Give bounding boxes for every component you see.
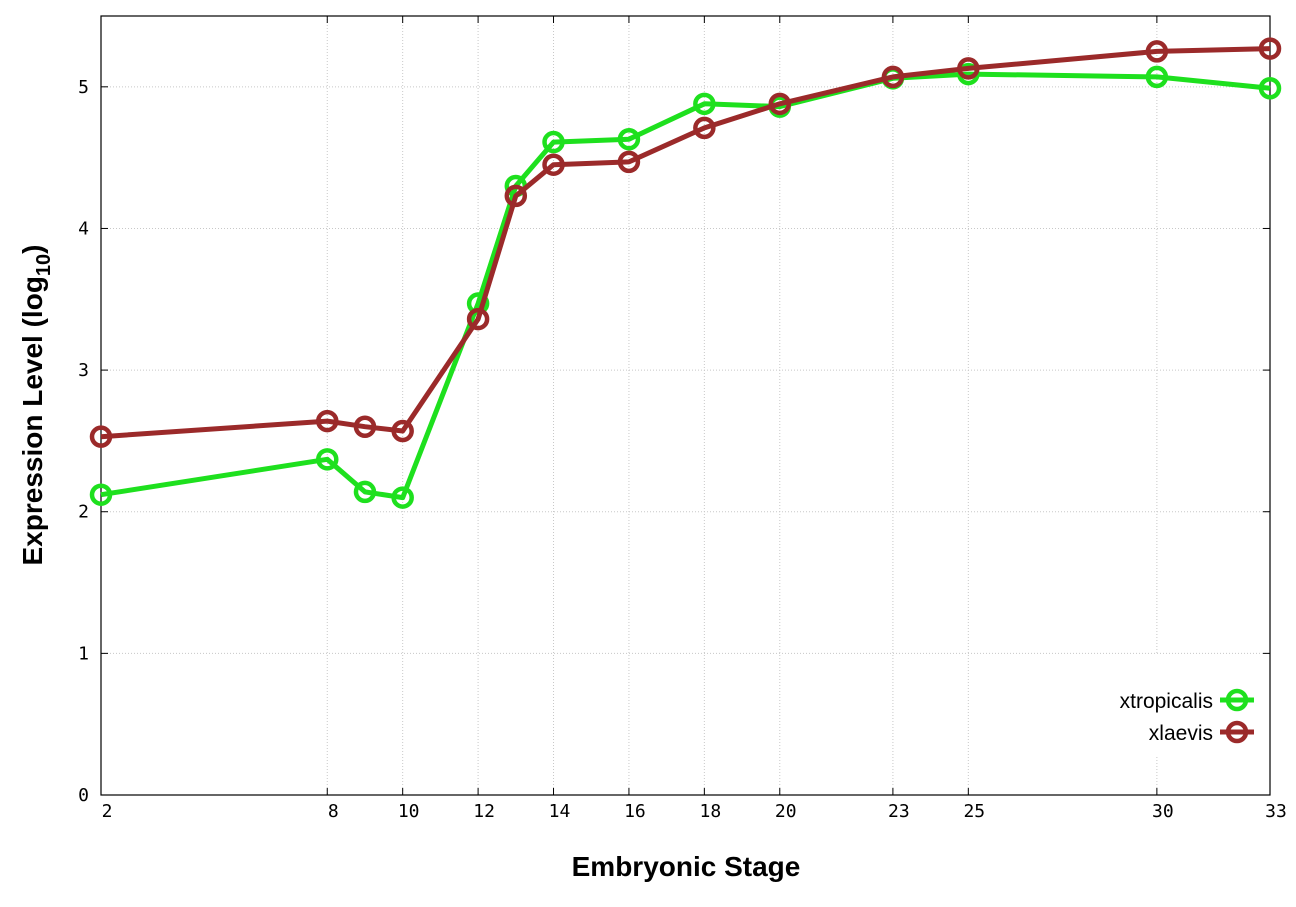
axis-ticks — [100, 16, 1271, 796]
plot-border — [100, 15, 1271, 796]
series-xlaevis — [89, 37, 1282, 448]
y-axis-title-main: Expression Level (log — [17, 276, 48, 565]
data-point — [391, 419, 414, 443]
x-tick-label: 25 — [963, 801, 985, 822]
data-point — [693, 92, 716, 116]
data-point — [693, 116, 716, 140]
data-point — [316, 448, 339, 471]
x-tick-label: 18 — [700, 801, 722, 822]
legend-marker — [1225, 720, 1249, 744]
y-axis-title-subscript: 10 — [33, 254, 55, 276]
data-point — [768, 92, 792, 116]
data-point — [353, 480, 377, 504]
y-tick-label: 2 — [78, 502, 89, 523]
data-point — [504, 184, 528, 208]
data-point — [881, 65, 905, 89]
x-tick-label: 2 — [102, 801, 113, 822]
legend-label: xtropicalis — [1120, 690, 1213, 713]
legend: xtropicalis xlaevis — [1072, 655, 1262, 755]
data-point — [466, 307, 490, 331]
data-point — [353, 415, 377, 438]
y-axis-title: Expression Level (log10) — [17, 245, 55, 566]
plot-frame — [100, 15, 1271, 796]
data-point — [1258, 37, 1282, 60]
series-line — [100, 71, 1271, 501]
series-layer — [89, 37, 1282, 509]
x-tick-label: 12 — [473, 801, 495, 822]
data-point — [391, 486, 414, 509]
data-point — [542, 153, 565, 176]
data-point — [957, 57, 980, 80]
x-tick-label: 30 — [1152, 801, 1174, 822]
legend-entry: xlaevis — [1149, 720, 1254, 745]
x-axis-title: Embryonic Stage — [572, 851, 801, 882]
legend-label: xlaevis — [1149, 722, 1213, 745]
legend-entry: xtropicalis — [1120, 688, 1254, 713]
y-tick-label: 4 — [78, 218, 89, 239]
y-tick-label: 0 — [78, 785, 89, 806]
x-tick-label: 14 — [549, 801, 571, 822]
x-tick-label: 16 — [624, 801, 646, 822]
x-tick-labels: 2 8 10 12 14 16 18 20 23 25 30 33 — [102, 801, 1287, 822]
data-point — [1145, 65, 1169, 89]
y-tick-label: 3 — [78, 360, 89, 381]
y-axis-title-suffix: ) — [17, 245, 48, 254]
data-point — [1145, 40, 1169, 63]
data-point — [542, 130, 565, 154]
x-tick-label: 10 — [398, 801, 420, 822]
series-xtropicalis — [89, 62, 1282, 509]
legend-marker — [1225, 688, 1249, 712]
data-point — [89, 483, 113, 506]
y-tick-label: 5 — [78, 77, 89, 98]
x-tick-label: 23 — [888, 801, 910, 822]
data-point — [617, 127, 641, 151]
series-line — [100, 46, 1271, 440]
x-tick-label: 8 — [328, 801, 339, 822]
data-point — [617, 150, 641, 174]
y-tick-label: 1 — [78, 643, 89, 664]
x-tick-label: 33 — [1265, 801, 1287, 822]
x-tick-label: 20 — [775, 801, 797, 822]
data-point — [316, 409, 339, 433]
y-tick-labels: 0 1 2 3 4 5 — [78, 77, 89, 806]
data-point — [1258, 76, 1282, 100]
data-point — [89, 425, 113, 448]
